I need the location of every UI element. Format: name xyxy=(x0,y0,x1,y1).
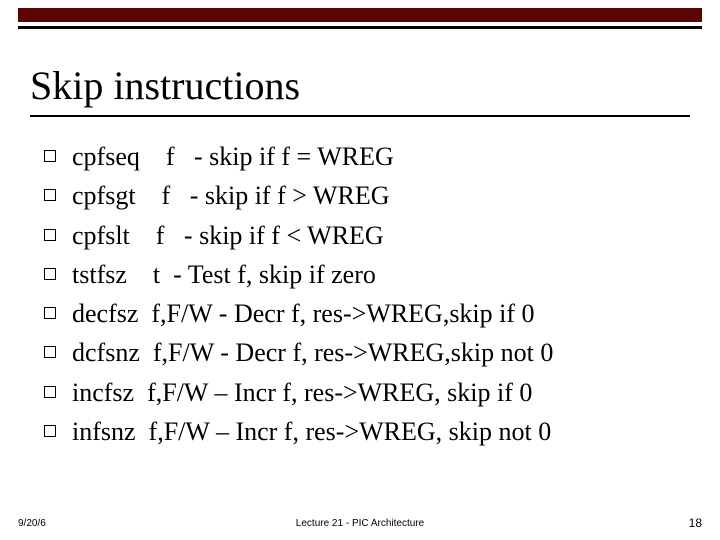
bullet-box-icon xyxy=(44,307,56,319)
bullet-text: dcfsnz f,F/W - Decr f, res->WREG,skip no… xyxy=(72,336,553,369)
footer-page-number: 18 xyxy=(689,516,702,530)
list-item: dcfsnz f,F/W - Decr f, res->WREG,skip no… xyxy=(44,336,684,369)
bullet-box-icon xyxy=(44,268,56,280)
bullet-box-icon xyxy=(44,346,56,358)
list-item: cpfsgt f - skip if f > WREG xyxy=(44,179,684,212)
list-item: cpfslt f - skip if f < WREG xyxy=(44,219,684,252)
list-item: cpfseq f - skip if f = WREG xyxy=(44,140,684,173)
list-item: infsnz f,F/W – Incr f, res->WREG, skip n… xyxy=(44,415,684,448)
bullet-box-icon xyxy=(44,229,56,241)
title-underline xyxy=(30,115,690,117)
bullet-text: cpfsgt f - skip if f > WREG xyxy=(72,179,389,212)
slide: Skip instructions cpfseq f - skip if f =… xyxy=(0,0,720,540)
bullet-box-icon xyxy=(44,425,56,437)
decor-bar-dark xyxy=(18,8,702,22)
bullet-text: cpfslt f - skip if f < WREG xyxy=(72,219,384,252)
list-item: incfsz f,F/W – Incr f, res->WREG, skip i… xyxy=(44,376,684,409)
decor-bar-thin xyxy=(18,26,702,29)
list-item: tstfsz t - Test f, skip if zero xyxy=(44,258,684,291)
list-item: decfsz f,F/W - Decr f, res->WREG,skip if… xyxy=(44,297,684,330)
footer: 9/20/6 Lecture 21 - PIC Architecture 18 xyxy=(0,516,720,530)
footer-lecture: Lecture 21 - PIC Architecture xyxy=(296,518,424,529)
bullet-text: infsnz f,F/W – Incr f, res->WREG, skip n… xyxy=(72,415,551,448)
bullet-text: cpfseq f - skip if f = WREG xyxy=(72,140,394,173)
bullet-box-icon xyxy=(44,386,56,398)
bullet-box-icon xyxy=(44,150,56,162)
bullet-box-icon xyxy=(44,189,56,201)
bullet-text: incfsz f,F/W – Incr f, res->WREG, skip i… xyxy=(72,376,532,409)
bullet-text: tstfsz t - Test f, skip if zero xyxy=(72,258,376,291)
bullet-text: decfsz f,F/W - Decr f, res->WREG,skip if… xyxy=(72,297,535,330)
bullet-list: cpfseq f - skip if f = WREG cpfsgt f - s… xyxy=(44,140,684,454)
footer-date: 9/20/6 xyxy=(18,518,46,529)
slide-title: Skip instructions xyxy=(30,62,300,109)
